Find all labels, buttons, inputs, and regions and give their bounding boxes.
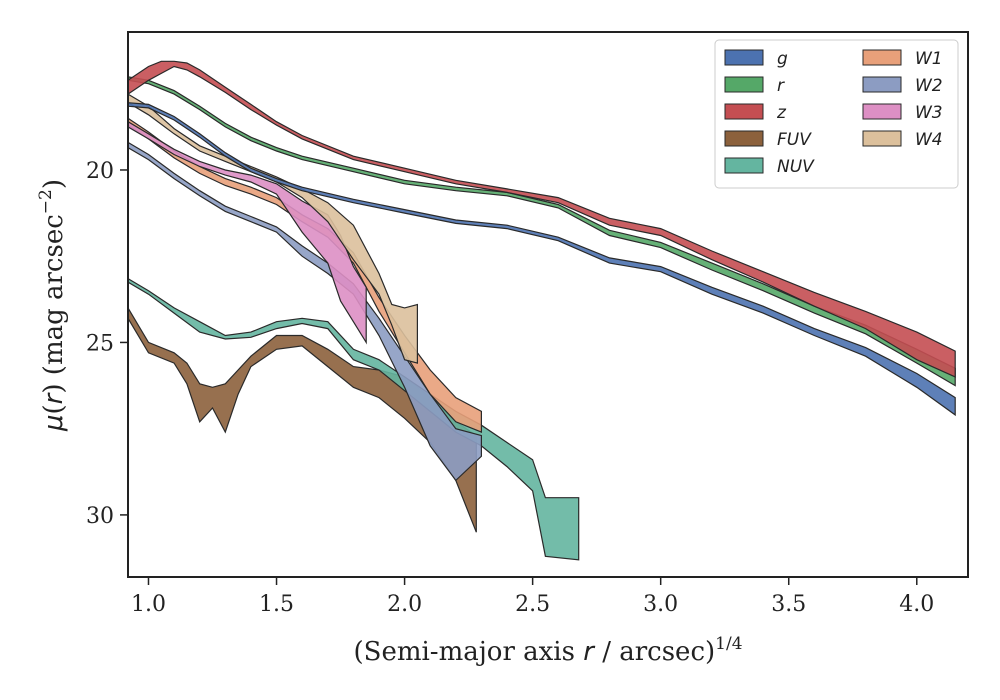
x-tick-label: 4.0 [899, 592, 934, 617]
series-band-W2 [127, 141, 482, 482]
series-band-W3 [127, 120, 367, 345]
x-tick-label: 3.5 [771, 592, 806, 617]
legend-label: W1 [915, 49, 943, 69]
series-layer [127, 60, 956, 561]
legend-swatch [862, 76, 902, 93]
legend-item-W2: W2 [862, 76, 943, 96]
legend-label: NUV [777, 157, 815, 177]
legend-item-z: z [724, 103, 787, 123]
x-tick-label: 2.0 [387, 592, 422, 617]
series-band-NUV [127, 277, 580, 561]
series-band-r [127, 76, 956, 387]
legend-label: z [776, 103, 787, 123]
legend-item-FUV: FUV [724, 130, 812, 150]
legend-label: W4 [915, 130, 943, 150]
legend-label: W3 [915, 103, 943, 123]
legend-swatch [862, 103, 902, 120]
y-axis-label: μ(r) (mag arcsec−2) [36, 179, 69, 432]
x-axis: 1.0 1.5 2.0 2.5 3.0 3.5 4.0 [131, 577, 934, 617]
legend-label: r [777, 76, 785, 96]
series-band-g [127, 102, 956, 417]
legend-item-W1: W1 [862, 49, 943, 69]
legend-label: W2 [915, 76, 943, 96]
series-band-z [127, 60, 956, 378]
x-tick-label: 3.0 [643, 592, 678, 617]
legend-swatch [724, 157, 764, 174]
legend-item-W4: W4 [862, 130, 943, 150]
x-tick-label: 1.0 [131, 592, 166, 617]
x-tick-label: 2.5 [515, 592, 550, 617]
series-band-FUV [127, 305, 477, 533]
legend-swatch [724, 76, 764, 93]
y-tick-label: 25 [86, 331, 114, 356]
plot-frame [127, 31, 969, 578]
legend-label: FUV [777, 130, 812, 150]
legend-swatch [724, 49, 764, 66]
legend-swatch [862, 130, 902, 147]
legend-swatch [724, 103, 764, 120]
legend-item-W3: W3 [862, 103, 943, 123]
legend-item-r: r [724, 76, 785, 96]
x-axis-label: (Semi-major axis r / arcsec)1/4 [353, 634, 742, 667]
series-band-W1 [127, 117, 482, 433]
y-tick-label: 30 [86, 504, 114, 529]
x-tick-label: 1.5 [259, 592, 294, 617]
y-axis: 20 25 30 [86, 159, 128, 529]
legend-swatch [724, 130, 764, 147]
legend-swatch [862, 49, 902, 66]
legend-label: g [777, 49, 788, 69]
legend-item-NUV: NUV [724, 157, 815, 177]
y-tick-label: 20 [86, 159, 114, 184]
legend: grz FUV NUV W1 W2 W3 W4 [714, 39, 959, 189]
legend-item-g: g [724, 49, 788, 69]
